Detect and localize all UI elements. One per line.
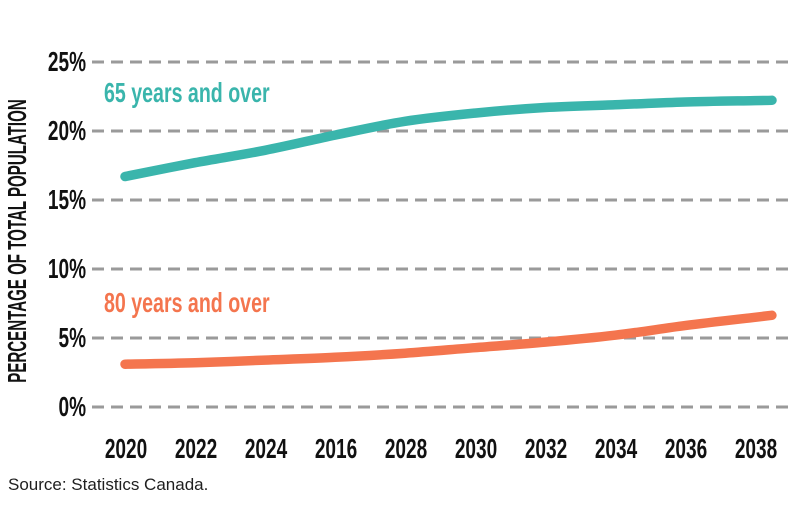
y-axis-tick-label: 0% — [58, 391, 86, 422]
x-axis-tick-label: 2024 — [244, 433, 288, 464]
y-axis: 25% 20% 15% 10% 5% 0% — [0, 0, 86, 512]
y-axis-tick-label: 25% — [47, 46, 86, 77]
x-axis-tick-label: 2036 — [664, 433, 708, 464]
x-axis-tick-label: 2028 — [384, 433, 428, 464]
x-axis-tick-label: 2020 — [104, 433, 148, 464]
y-axis-title: PERCENTAGE OF TOTAL POPULATION — [2, 99, 32, 383]
x-axis-tick-label: 2038 — [734, 433, 778, 464]
series-line-0 — [120, 95, 777, 182]
x-axis-tick-label: 2016 — [314, 433, 358, 464]
x-axis-tick-label: 2022 — [174, 433, 218, 464]
y-axis-tick-label: 5% — [58, 322, 86, 353]
series-label-65-and-over: 65 years and over — [104, 77, 270, 108]
source-note: Source: Statistics Canada. — [8, 475, 209, 494]
series-line-1 — [120, 310, 777, 369]
x-axis-tick-label: 2034 — [594, 433, 638, 464]
y-axis-tick-label: 10% — [47, 253, 86, 284]
y-axis-tick-label: 20% — [47, 115, 86, 146]
x-axis-tick-label: 2032 — [524, 433, 568, 464]
series-label-80-and-over: 80 years and over — [104, 287, 270, 318]
y-axis-tick-label: 15% — [47, 184, 86, 215]
x-axis-tick-label: 2030 — [454, 433, 498, 464]
x-axis: 2020 2022 2024 2016 2028 2030 2032 2034 2036 2038 — [0, 433, 800, 465]
